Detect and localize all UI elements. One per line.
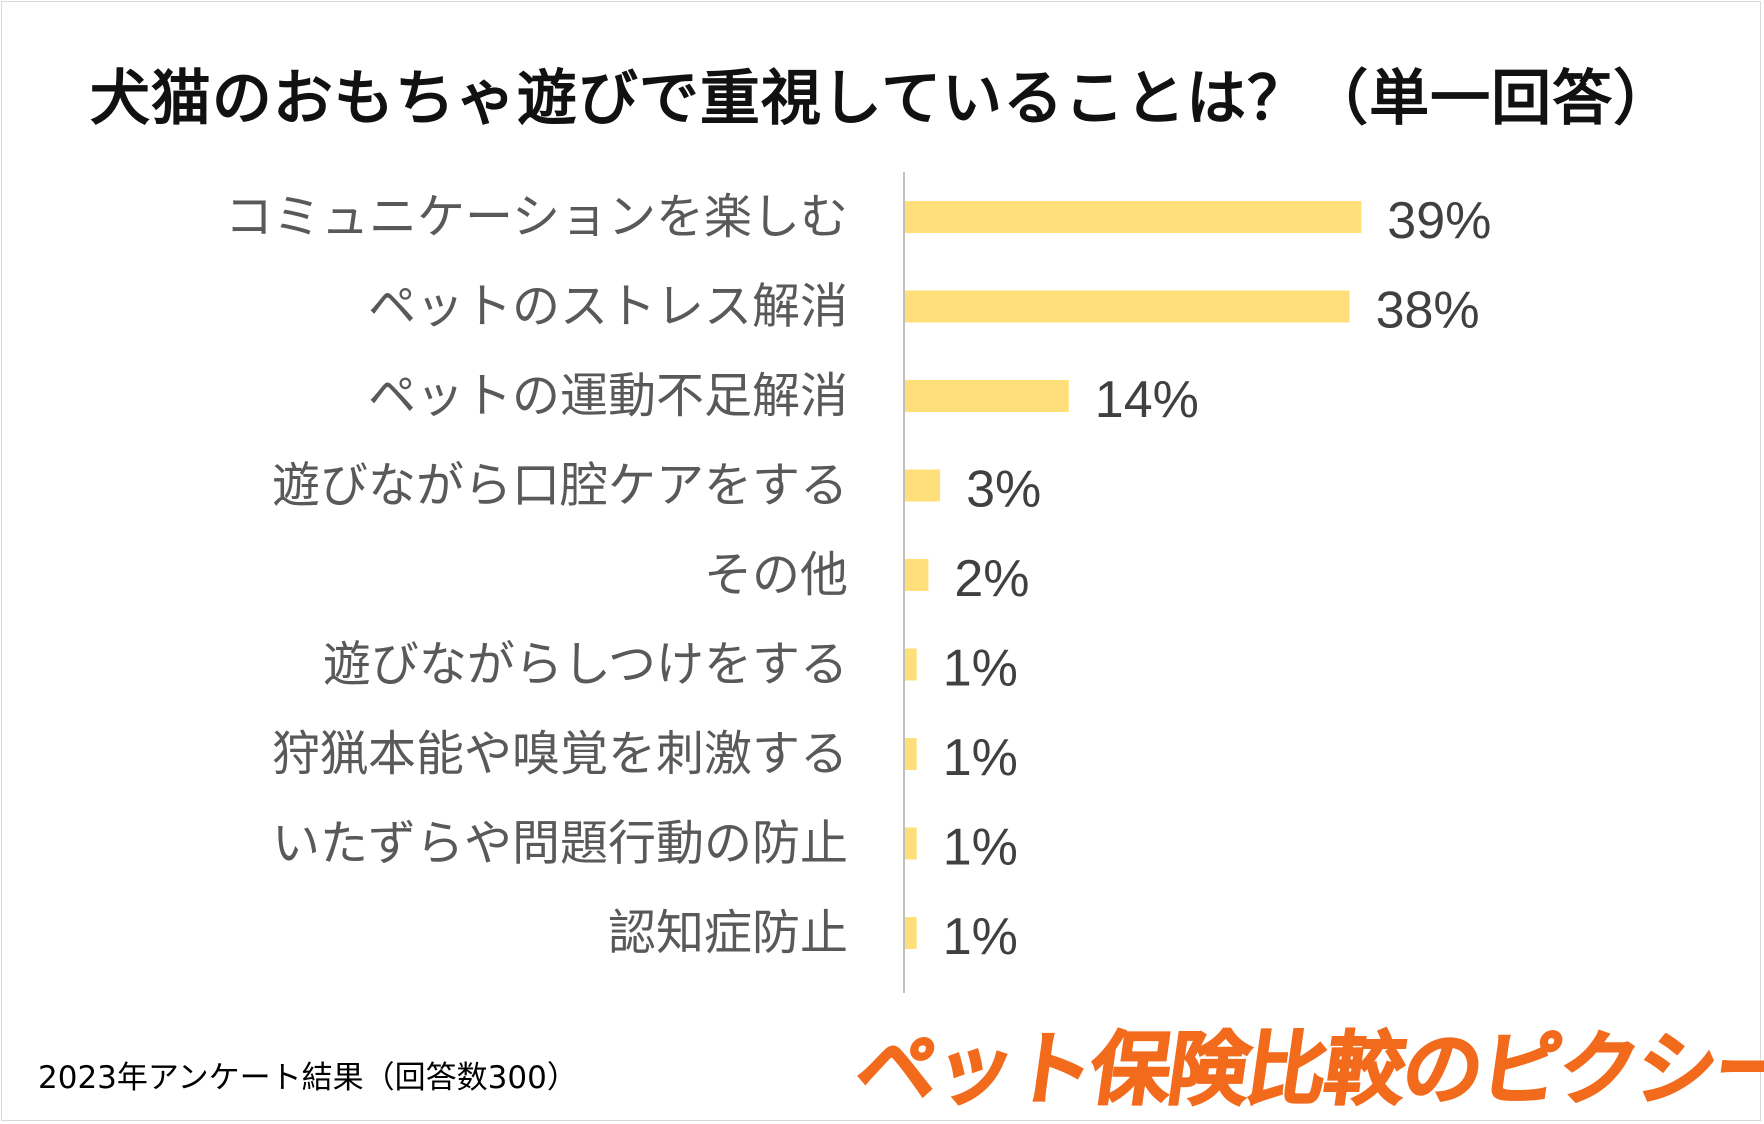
bar [905,827,917,860]
survey-footnote: 2023年アンケート結果（回答数300） [38,1060,578,1096]
bar [905,648,917,681]
category-label: 狩猟本能や嗅覚を刺激する [272,726,848,782]
brand-logo: ペット保険比較のピクシー [850,1022,1764,1117]
category-label: 認知症防止 [608,905,848,961]
bar [905,290,1350,323]
chart-title: 犬猫のおもちゃ遊びで重視していることは？（単一回答） [89,64,1675,134]
value-label: 38% [1376,282,1480,340]
category-label: 遊びながらしつけをする [323,637,848,693]
value-label: 1% [943,819,1018,877]
category-label: ペットのストレス解消 [368,279,848,335]
value-label: 1% [943,908,1018,966]
value-label: 39% [1387,192,1491,250]
bar [905,469,941,502]
category-label: いたずらや問題行動の防止 [272,816,848,872]
value-label: 3% [966,461,1041,519]
category-label: 遊びながら口腔ケアをする [272,458,848,514]
bar [905,380,1069,412]
value-label: 1% [943,640,1018,698]
category-label: コミュニケーションを楽しむ [225,189,848,245]
category-label: ペットの運動不足解消 [368,368,848,424]
value-label: 14% [1095,371,1199,429]
value-label: 1% [943,729,1018,787]
bar [905,917,917,949]
bar [905,559,929,591]
category-label: その他 [704,547,848,603]
value-label: 2% [954,550,1029,608]
bar [905,738,917,770]
bar [905,201,1362,233]
